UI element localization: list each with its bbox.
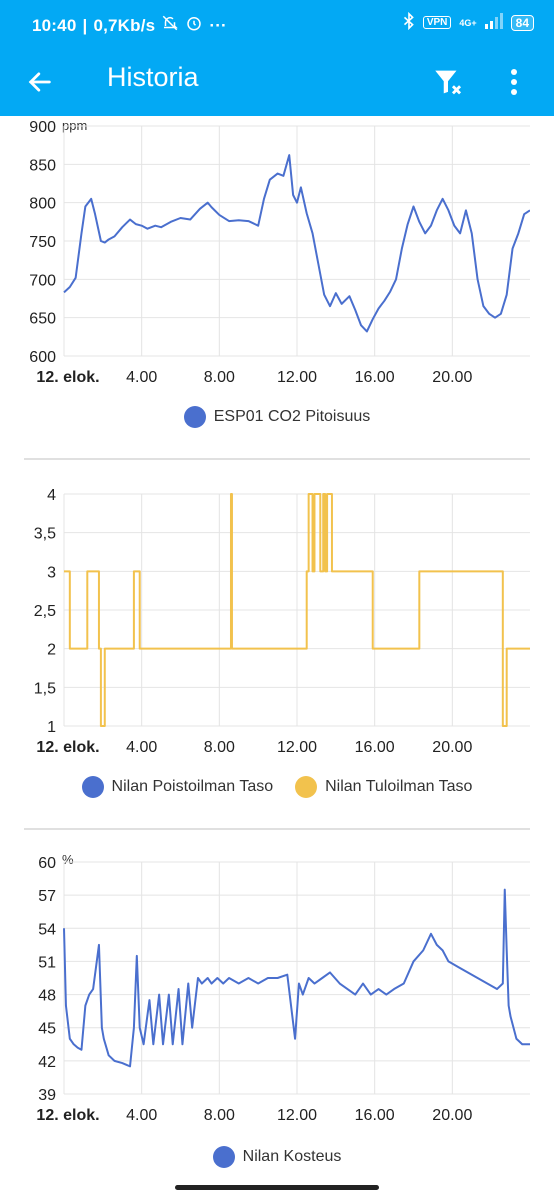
y-tick-label: 600 xyxy=(29,349,56,366)
clear-filter-button[interactable] xyxy=(428,62,468,102)
history-content[interactable]: ppm 900 850 800 750 700 650 600 12. elok. 4.00 8.0… xyxy=(0,116,554,1200)
y-tick-label: 3 xyxy=(47,564,56,581)
y-tick-label: 4 xyxy=(47,487,56,504)
bell-off-icon xyxy=(161,14,179,37)
vpn-badge: VPN xyxy=(422,16,452,29)
more-vert-icon xyxy=(511,69,517,95)
y-tick-label: 800 xyxy=(29,196,56,213)
y-tick-label: 750 xyxy=(29,234,56,251)
filter-remove-icon xyxy=(435,70,462,95)
x-tick-label: 4.00 xyxy=(126,1107,157,1124)
y-tick-label: 42 xyxy=(38,1054,56,1071)
series-line xyxy=(63,888,530,1068)
x-tick-label: 20.00 xyxy=(432,369,472,386)
battery-indicator: 84 xyxy=(510,14,534,31)
legend-item[interactable]: ESP01 CO2 Pitoisuus xyxy=(183,406,371,428)
overflow-menu-button[interactable] xyxy=(496,62,532,102)
x-tick-label: 16.00 xyxy=(355,739,395,756)
series-line xyxy=(64,493,530,727)
legend-dot xyxy=(81,776,104,798)
y-tick-label: 900 xyxy=(29,119,56,136)
x-tick-label: 12.00 xyxy=(277,369,317,386)
chart-divider xyxy=(24,828,530,830)
legend-item[interactable]: Nilan Tuloilman Taso xyxy=(295,776,472,798)
y-tick-label: 1,5 xyxy=(34,680,56,697)
status-right: VPN 4G+ 84 xyxy=(403,11,534,33)
x-tick-label: 4.00 xyxy=(126,369,157,386)
legend-label: ESP01 CO2 Pitoisuus xyxy=(213,408,371,425)
y-tick-label: 850 xyxy=(29,157,56,174)
page-title: Historia xyxy=(107,62,199,92)
back-button[interactable] xyxy=(22,64,58,100)
home-indicator[interactable] xyxy=(175,1185,379,1190)
x-tick-label: 20.00 xyxy=(432,739,472,756)
y-tick-label: 54 xyxy=(38,921,56,938)
network-type: 4G+ xyxy=(459,17,477,28)
kosteus-chart: % 60 57 54 51 48 45 42 39 12. elok. 4.00 8.00 12.00 1… xyxy=(36,852,530,1124)
x-tick-label: 16.00 xyxy=(355,1107,395,1124)
y-tick-label: 51 xyxy=(38,954,56,971)
x-tick-label: 16.00 xyxy=(355,369,395,386)
x-tick-label: 12.00 xyxy=(277,739,317,756)
status-speed: 0,7Kb/s xyxy=(93,15,156,35)
x-tick-label: 8.00 xyxy=(204,369,235,386)
signal-icon xyxy=(484,13,503,32)
legend-item[interactable]: Nilan Kosteus xyxy=(212,1146,342,1168)
app-bar: Historia xyxy=(0,48,554,116)
bluetooth-icon xyxy=(403,11,415,33)
legend-label: Nilan Kosteus xyxy=(242,1148,342,1165)
arrow-left-icon xyxy=(28,72,51,92)
y-tick-label: 57 xyxy=(38,888,56,905)
y-tick-label: 2 xyxy=(47,642,56,659)
x-tick-label: 4.00 xyxy=(126,739,157,756)
legend-dot xyxy=(183,406,206,428)
series-line xyxy=(63,154,530,333)
nilan-taso-chart: 4 3,5 3 2,5 2 1,5 1 12. elok. 4.00 8.00 12.00 16.00… xyxy=(34,487,530,756)
y-tick-label: 2,5 xyxy=(34,603,56,620)
legend-dot xyxy=(295,776,318,798)
kosteus-legend: Nilan Kosteus xyxy=(0,1146,554,1168)
y-tick-label: 45 xyxy=(38,1021,56,1038)
y-tick-label: 1 xyxy=(47,719,56,736)
y-tick-label: 48 xyxy=(38,988,56,1005)
y-tick-label: 650 xyxy=(29,311,56,328)
unit-label: % xyxy=(62,852,74,867)
y-tick-label: 700 xyxy=(29,272,56,289)
x-tick-label: 8.00 xyxy=(204,739,235,756)
x-tick-label: 12. elok. xyxy=(36,739,99,756)
alarm-icon xyxy=(185,14,203,37)
chart-divider xyxy=(24,458,530,460)
y-tick-label: 3,5 xyxy=(34,526,56,543)
status-left: 10:40 | 0,7Kb/s ··· xyxy=(32,14,227,37)
status-bar: 10:40 | 0,7Kb/s ··· VPN 4G+ 84 xyxy=(0,0,554,48)
x-tick-label: 12. elok. xyxy=(36,1107,99,1124)
legend-label: Nilan Poistoilman Taso xyxy=(111,778,274,795)
co2-legend: ESP01 CO2 Pitoisuus xyxy=(0,406,554,428)
x-tick-label: 8.00 xyxy=(204,1107,235,1124)
x-tick-label: 12. elok. xyxy=(36,369,99,386)
nilan-taso-legend: Nilan Poistoilman Taso Nilan Tuloilman Ta… xyxy=(0,776,554,798)
legend-dot xyxy=(212,1146,235,1168)
legend-item[interactable]: Nilan Poistoilman Taso xyxy=(81,776,274,798)
x-tick-label: 12.00 xyxy=(277,1107,317,1124)
status-time: 10:40 xyxy=(32,15,77,35)
x-tick-label: 20.00 xyxy=(432,1107,472,1124)
y-tick-label: 60 xyxy=(38,855,56,872)
y-tick-label: 39 xyxy=(38,1087,56,1104)
more-dots: ··· xyxy=(209,15,227,35)
legend-label: Nilan Tuloilman Taso xyxy=(325,778,473,795)
